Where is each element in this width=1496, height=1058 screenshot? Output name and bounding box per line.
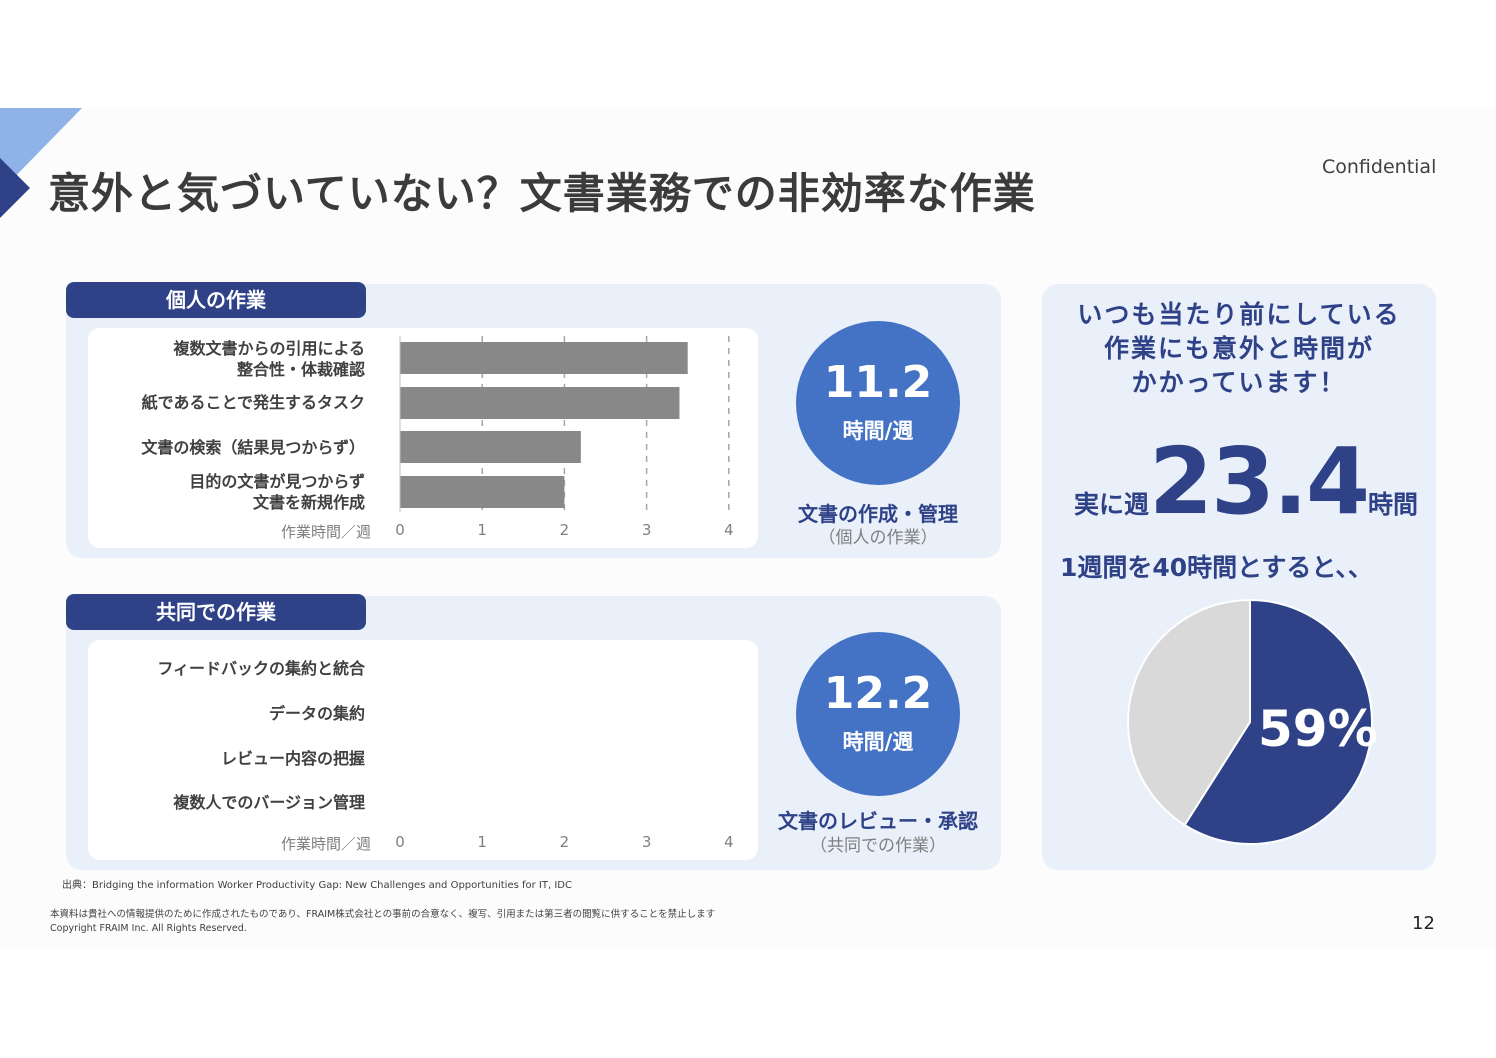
bar-label: 紙であることで発生するタスク [141, 393, 365, 412]
collab-caption: 文書のレビュー・承認 [778, 809, 978, 833]
source-note: 出典：Bridging the information Worker Produ… [62, 880, 572, 891]
bar-label: 目的の文書が見つからず 文書を新規作成 [189, 472, 365, 512]
tick-label: 3 [641, 833, 652, 851]
bar-label: フィードバックの集約と統合 [157, 659, 365, 678]
share-pie-chart [1127, 598, 1373, 845]
page-title: 意外と気づいていない？文書業務での非効率な作業 [48, 169, 1036, 218]
collab-total-unit: 時間/週 [842, 730, 914, 754]
tick-label: 4 [724, 521, 734, 539]
personal-caption: 文書の作成・管理 [798, 502, 958, 526]
bar [400, 476, 565, 508]
personal-caption-sub: （個人の作業） [818, 528, 938, 548]
tick-label: 3 [641, 521, 652, 539]
summary-subline: 1週間を40時間とすると、、 [1060, 553, 1373, 582]
collab-work-tag: 共同での作業 [66, 594, 366, 630]
tick-label: 0 [395, 521, 405, 539]
collab-total-value: 12.2 [823, 668, 933, 719]
summary-headline-line: いつも当たり前にしている [1077, 300, 1401, 329]
pie-percent-label: 59% [1258, 700, 1378, 758]
footer-line: 本資料は貴社への情報提供のために作成されたものであり、FRAIM株式会社との事前… [50, 909, 716, 920]
x-axis-label: 作業時間／週 [281, 523, 372, 541]
tick-label: 1 [477, 833, 487, 851]
footer-disclaimer: 本資料は貴社への情報提供のために作成されたものであり、FRAIM株式会社との事前… [50, 908, 715, 936]
x-axis-label: 作業時間／週 [281, 835, 372, 853]
personal-total-unit: 時間/週 [842, 419, 914, 443]
bar-label: データの集約 [268, 704, 365, 723]
tick-label: 2 [559, 521, 570, 539]
summary-headline: いつも当たり前にしている 作業にも意外と時間が かかっています！ [1042, 298, 1436, 400]
tick-label: 0 [395, 833, 405, 851]
collab-total-circle: 12.2 時間/週 [796, 632, 960, 796]
weekly-total: 実に週23.4時間 [1074, 432, 1418, 532]
footer-line: Copyright FRAIM Inc. All Rights Reserved… [50, 923, 247, 934]
bar [400, 431, 581, 463]
collab-chart-area [88, 640, 758, 860]
pie-slice [1183, 598, 1373, 845]
weekly-total-suffix: 時間 [1368, 490, 1419, 519]
personal-total-value: 11.2 [823, 357, 933, 408]
page-number: 12 [1412, 913, 1435, 934]
bar [400, 342, 688, 374]
bar-label: 複数文書からの引用による 整合性・体裁確認 [173, 339, 365, 379]
bar-label: レビュー内容の把握 [220, 749, 365, 768]
bar-label: 複数人でのバージョン管理 [173, 793, 365, 812]
pie-slice [1127, 598, 1251, 827]
weekly-total-prefix: 実に週 [1074, 490, 1150, 519]
tick-label: 1 [477, 521, 487, 539]
personal-total-circle: 11.2 時間/週 [796, 321, 960, 485]
bar-label: 文書の検索（結果見つからず） [141, 438, 365, 457]
bar [400, 387, 680, 419]
confidential-label: Confidential [1322, 156, 1437, 178]
collab-caption-sub: （共同での作業） [810, 836, 946, 856]
weekly-total-value: 23.4 [1149, 428, 1370, 535]
corner-decoration [0, 108, 82, 218]
summary-headline-line: 作業にも意外と時間が [1103, 334, 1374, 363]
tick-label: 2 [559, 833, 570, 851]
summary-headline-line: かかっています！ [1131, 368, 1347, 397]
tick-label: 4 [724, 833, 734, 851]
personal-work-tag: 個人の作業 [66, 282, 366, 318]
